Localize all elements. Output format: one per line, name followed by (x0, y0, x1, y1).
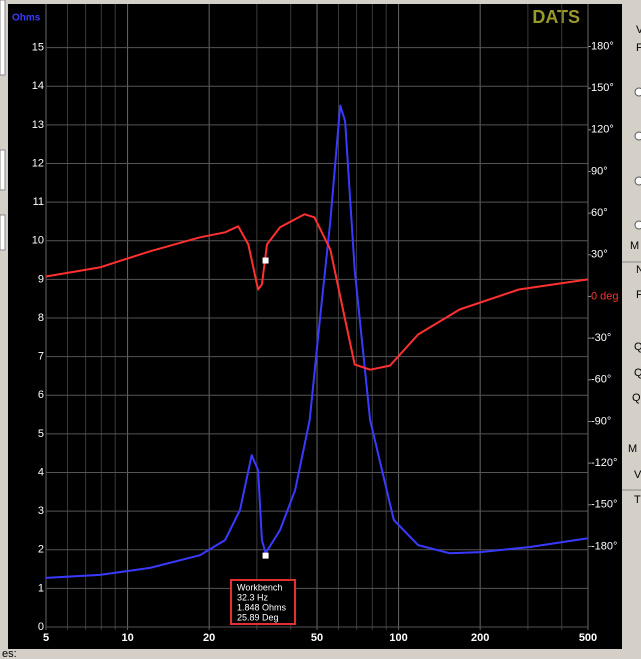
x-tick-label: 50 (311, 632, 323, 644)
cursor-text: Workbench (237, 582, 282, 592)
y-tick-label: 0 (38, 621, 44, 633)
x-tick-label: 200 (471, 632, 489, 644)
y-tick-label: 10 (32, 235, 44, 247)
x-tick-label: 500 (579, 632, 597, 644)
y-tick-label: 13 (32, 119, 44, 131)
y-tick-label: 6 (38, 389, 44, 401)
chart-title: DATS (532, 7, 580, 27)
cursor-text: 32.3 Hz (237, 592, 269, 602)
panel-label: V (634, 469, 641, 481)
cursor-text: 25.89 Deg (237, 612, 279, 622)
panel-label: V (636, 24, 641, 36)
panel-label: Q (634, 341, 641, 353)
y2-tick-label: 0 deg (591, 290, 619, 302)
y2-tick-label: 180° (591, 40, 614, 52)
series-line (45, 213, 589, 371)
y-tick-label: 1 (38, 582, 44, 594)
panel-label: T (634, 494, 641, 506)
y2-tick-label: 150° (591, 82, 614, 94)
cursor-marker (262, 257, 269, 264)
y-tick-label: 2 (38, 544, 44, 556)
panel-label: Q (634, 367, 641, 379)
y2-tick-label: -120° (591, 457, 617, 469)
y2-tick-label: 90° (591, 165, 608, 177)
y-tick-label: 8 (38, 312, 44, 324)
y-tick-label: 11 (33, 196, 44, 208)
plot-bg (8, 4, 622, 649)
y2-tick-label: -150° (591, 499, 617, 511)
footer-fragment: es: (2, 648, 17, 659)
x-tick-label: 5 (43, 632, 49, 644)
y2-tick-label: 60° (591, 207, 608, 219)
panel-label: F (636, 42, 641, 54)
x-tick-label: 10 (121, 632, 133, 644)
left-control (0, 0, 6, 76)
radio-group (634, 87, 641, 230)
y2-tick-label: -180° (591, 540, 617, 552)
panel-label: M (628, 443, 637, 455)
left-control (0, 214, 6, 251)
radio[interactable] (634, 176, 641, 186)
cursor-box (230, 579, 296, 625)
y-tick-label: 5 (38, 428, 44, 440)
cursor-marker (262, 552, 269, 559)
y2-tick-label: -60° (591, 374, 611, 386)
y-axis-label: Ohms (12, 13, 41, 24)
x-tick-label: 20 (203, 632, 215, 644)
panel-label: N (636, 264, 641, 276)
y-tick-label: 4 (38, 466, 44, 478)
radio[interactable] (634, 131, 641, 141)
y2-tick-label: 120° (591, 124, 614, 136)
radio[interactable] (634, 87, 641, 97)
y-tick-label: 9 (38, 273, 44, 285)
y-tick-label: 12 (32, 157, 44, 169)
radio[interactable] (634, 220, 641, 230)
y-tick-label: 3 (38, 505, 44, 517)
panel-label: F (636, 289, 641, 301)
y2-tick-label: 30° (591, 249, 608, 261)
panel-label: Q (632, 392, 641, 404)
x-tick-label: 100 (389, 632, 407, 644)
y-tick-label: 14 (32, 80, 44, 92)
panel-label: M (630, 240, 639, 252)
series-line (45, 104, 589, 579)
y2-tick-label: -90° (591, 415, 611, 427)
y-tick-label: 15 (32, 42, 44, 54)
y-tick-label: 7 (38, 351, 44, 363)
y2-tick-label: -30° (591, 332, 611, 344)
left-control (0, 149, 6, 191)
cursor-text: 1.848 Ohms (237, 602, 287, 612)
